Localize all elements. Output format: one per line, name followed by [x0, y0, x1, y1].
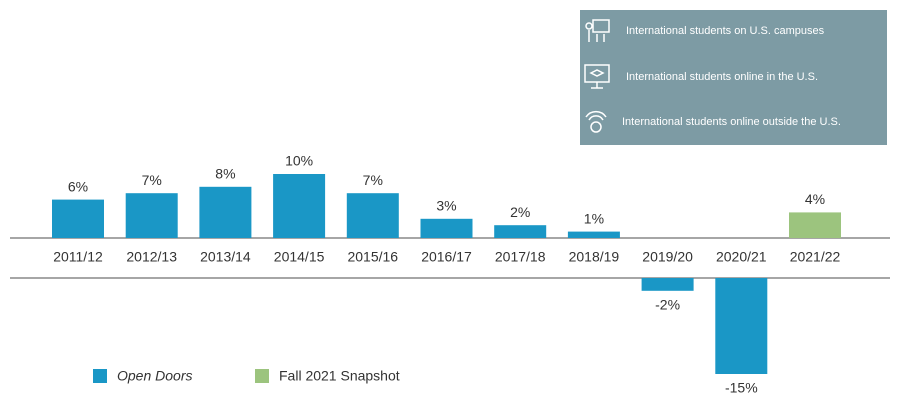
info-box: International students on U.S. campuses … [580, 10, 887, 145]
bar [199, 186, 252, 238]
bar [567, 231, 620, 238]
bar [52, 199, 104, 238]
icon-monitor [584, 64, 610, 89]
value-label: 7% [142, 172, 162, 188]
value-label: 4% [805, 191, 825, 207]
value-label: 8% [215, 166, 235, 182]
value-label: 6% [68, 178, 88, 194]
legend-label: Open Doors [117, 368, 192, 384]
info-item: International students on U.S. campuses [626, 25, 825, 37]
bar [789, 212, 841, 238]
bar [346, 193, 399, 238]
x-tick-label: 2012/13 [126, 249, 177, 265]
bar [125, 193, 178, 238]
x-tick-label: 2011/12 [53, 249, 103, 265]
x-tick-label: 2018/19 [569, 249, 620, 265]
bar [494, 225, 547, 238]
value-label: -2% [655, 297, 680, 313]
x-tick-label: 2017/18 [495, 249, 546, 265]
legend-swatch [93, 369, 107, 383]
bar [715, 278, 768, 374]
info-item: International students online in the U.S… [626, 71, 818, 83]
value-label: 3% [436, 198, 456, 214]
value-label: -15% [725, 380, 758, 396]
x-tick-label: 2015/16 [347, 249, 398, 265]
value-label: 2% [510, 204, 530, 220]
bar [641, 278, 694, 291]
bar [420, 218, 473, 238]
x-tick-label: 2014/15 [274, 249, 325, 265]
legend-label: Fall 2021 Snapshot [279, 368, 400, 384]
info-item: International students online outside th… [622, 116, 841, 128]
x-tick-label: 2016/17 [421, 249, 472, 265]
info-box-bg [580, 10, 887, 145]
value-label: 7% [363, 172, 383, 188]
x-tick-label: 2020/21 [716, 249, 767, 265]
value-label: 1% [584, 210, 604, 226]
icon-campus [585, 19, 610, 42]
x-tick-label: 2019/20 [642, 249, 693, 265]
x-tick-label: 2013/14 [200, 249, 251, 265]
legend-swatch [255, 369, 269, 383]
value-label: 10% [285, 153, 313, 169]
bar [273, 174, 326, 238]
x-tick-label: 2021/22 [790, 249, 841, 265]
icon-wifi [585, 110, 607, 133]
